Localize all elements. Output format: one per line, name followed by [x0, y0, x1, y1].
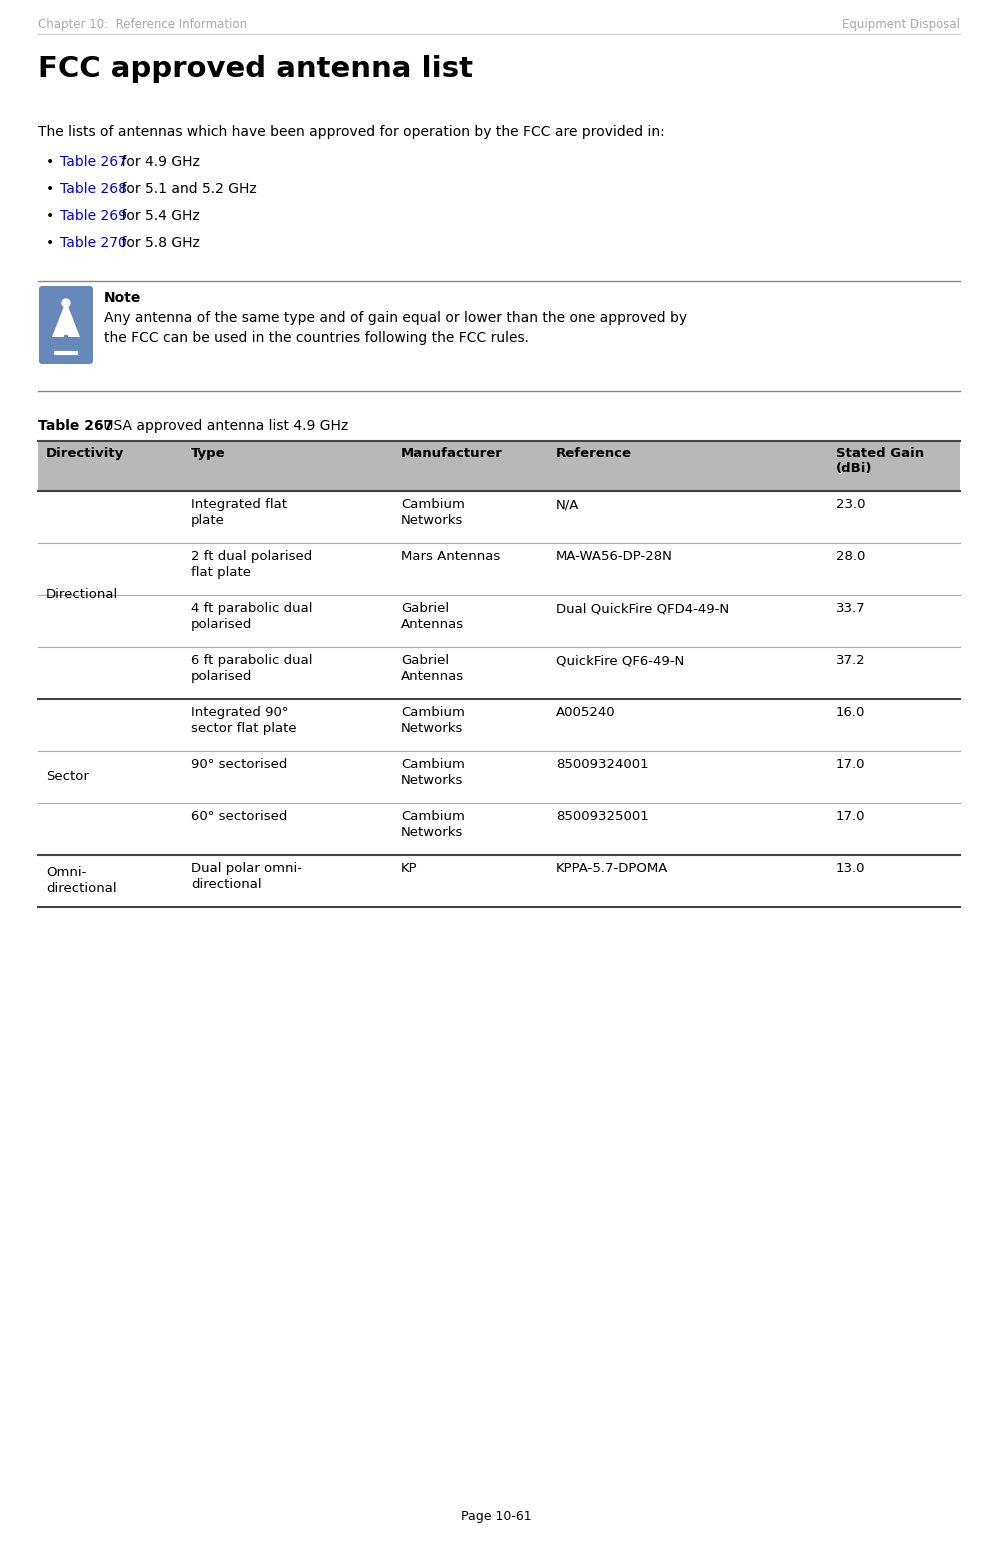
Text: FCC approved antenna list: FCC approved antenna list: [38, 54, 473, 82]
Text: •: •: [46, 156, 55, 169]
Text: 37.2: 37.2: [836, 655, 866, 667]
Text: 33.7: 33.7: [836, 602, 866, 614]
Text: •: •: [46, 208, 55, 222]
Text: 4 ft parabolic dual
polarised: 4 ft parabolic dual polarised: [191, 602, 312, 631]
Text: for 5.8 GHz: for 5.8 GHz: [117, 236, 199, 250]
Text: Gabriel
Antennas: Gabriel Antennas: [401, 602, 464, 631]
Text: Omni-
directional: Omni- directional: [46, 866, 117, 896]
Bar: [38, 442, 960, 491]
Text: 16.0: 16.0: [836, 706, 865, 718]
Text: Table 270: Table 270: [60, 236, 127, 250]
Text: Reference: Reference: [556, 446, 632, 460]
Text: Any antenna of the same type and of gain equal or lower than the one approved by: Any antenna of the same type and of gain…: [104, 311, 687, 345]
Text: Page 10-61: Page 10-61: [460, 1510, 532, 1522]
Text: Chapter 10:  Reference Information: Chapter 10: Reference Information: [38, 19, 247, 31]
Text: MA-WA56-DP-28N: MA-WA56-DP-28N: [556, 550, 673, 563]
Text: Cambium
Networks: Cambium Networks: [401, 757, 465, 787]
Text: Type: Type: [191, 446, 225, 460]
Text: A005240: A005240: [556, 706, 616, 718]
Text: Table 267: Table 267: [60, 156, 127, 169]
Text: Table 268: Table 268: [60, 182, 127, 196]
Text: •: •: [46, 236, 55, 250]
Text: 85009324001: 85009324001: [556, 757, 649, 771]
Text: 85009325001: 85009325001: [556, 810, 649, 823]
Text: Note: Note: [104, 291, 142, 305]
Text: Gabriel
Antennas: Gabriel Antennas: [401, 655, 464, 683]
Text: Integrated flat
plate: Integrated flat plate: [191, 498, 287, 527]
Text: QuickFire QF6-49-N: QuickFire QF6-49-N: [556, 655, 684, 667]
Text: Manufacturer: Manufacturer: [401, 446, 503, 460]
Text: for 5.1 and 5.2 GHz: for 5.1 and 5.2 GHz: [117, 182, 257, 196]
Text: 2 ft dual polarised
flat plate: 2 ft dual polarised flat plate: [191, 550, 312, 578]
Text: for 4.9 GHz: for 4.9 GHz: [117, 156, 199, 169]
Text: 28.0: 28.0: [836, 550, 865, 563]
Polygon shape: [52, 302, 80, 337]
Text: Cambium
Networks: Cambium Networks: [401, 706, 465, 736]
Text: Dual QuickFire QFD4-49-N: Dual QuickFire QFD4-49-N: [556, 602, 729, 614]
Text: Equipment Disposal: Equipment Disposal: [842, 19, 960, 31]
Text: 23.0: 23.0: [836, 498, 865, 512]
Text: Cambium
Networks: Cambium Networks: [401, 810, 465, 840]
Text: 17.0: 17.0: [836, 757, 865, 771]
Text: Integrated 90°
sector flat plate: Integrated 90° sector flat plate: [191, 706, 297, 736]
Text: 6 ft parabolic dual
polarised: 6 ft parabolic dual polarised: [191, 655, 312, 683]
Text: Table 269: Table 269: [60, 208, 127, 222]
Text: Mars Antennas: Mars Antennas: [401, 550, 500, 563]
Text: N/A: N/A: [556, 498, 579, 512]
Text: 60° sectorised: 60° sectorised: [191, 810, 288, 823]
Text: Directional: Directional: [46, 588, 118, 602]
Circle shape: [62, 299, 70, 306]
Text: Table 267: Table 267: [38, 418, 113, 432]
Text: KP: KP: [401, 861, 418, 875]
Text: Dual polar omni-
directional: Dual polar omni- directional: [191, 861, 302, 891]
Text: Sector: Sector: [46, 770, 89, 784]
Text: Stated Gain
(dBi): Stated Gain (dBi): [836, 446, 925, 474]
Text: Cambium
Networks: Cambium Networks: [401, 498, 465, 527]
Text: The lists of antennas which have been approved for operation by the FCC are prov: The lists of antennas which have been ap…: [38, 124, 665, 138]
Text: for 5.4 GHz: for 5.4 GHz: [117, 208, 199, 222]
FancyBboxPatch shape: [39, 286, 93, 364]
Text: 13.0: 13.0: [836, 861, 865, 875]
Text: •: •: [46, 182, 55, 196]
Text: Directivity: Directivity: [46, 446, 124, 460]
Text: USA approved antenna list 4.9 GHz: USA approved antenna list 4.9 GHz: [99, 418, 348, 432]
Text: 90° sectorised: 90° sectorised: [191, 757, 288, 771]
Text: 17.0: 17.0: [836, 810, 865, 823]
Text: KPPA-5.7-DPOMA: KPPA-5.7-DPOMA: [556, 861, 669, 875]
